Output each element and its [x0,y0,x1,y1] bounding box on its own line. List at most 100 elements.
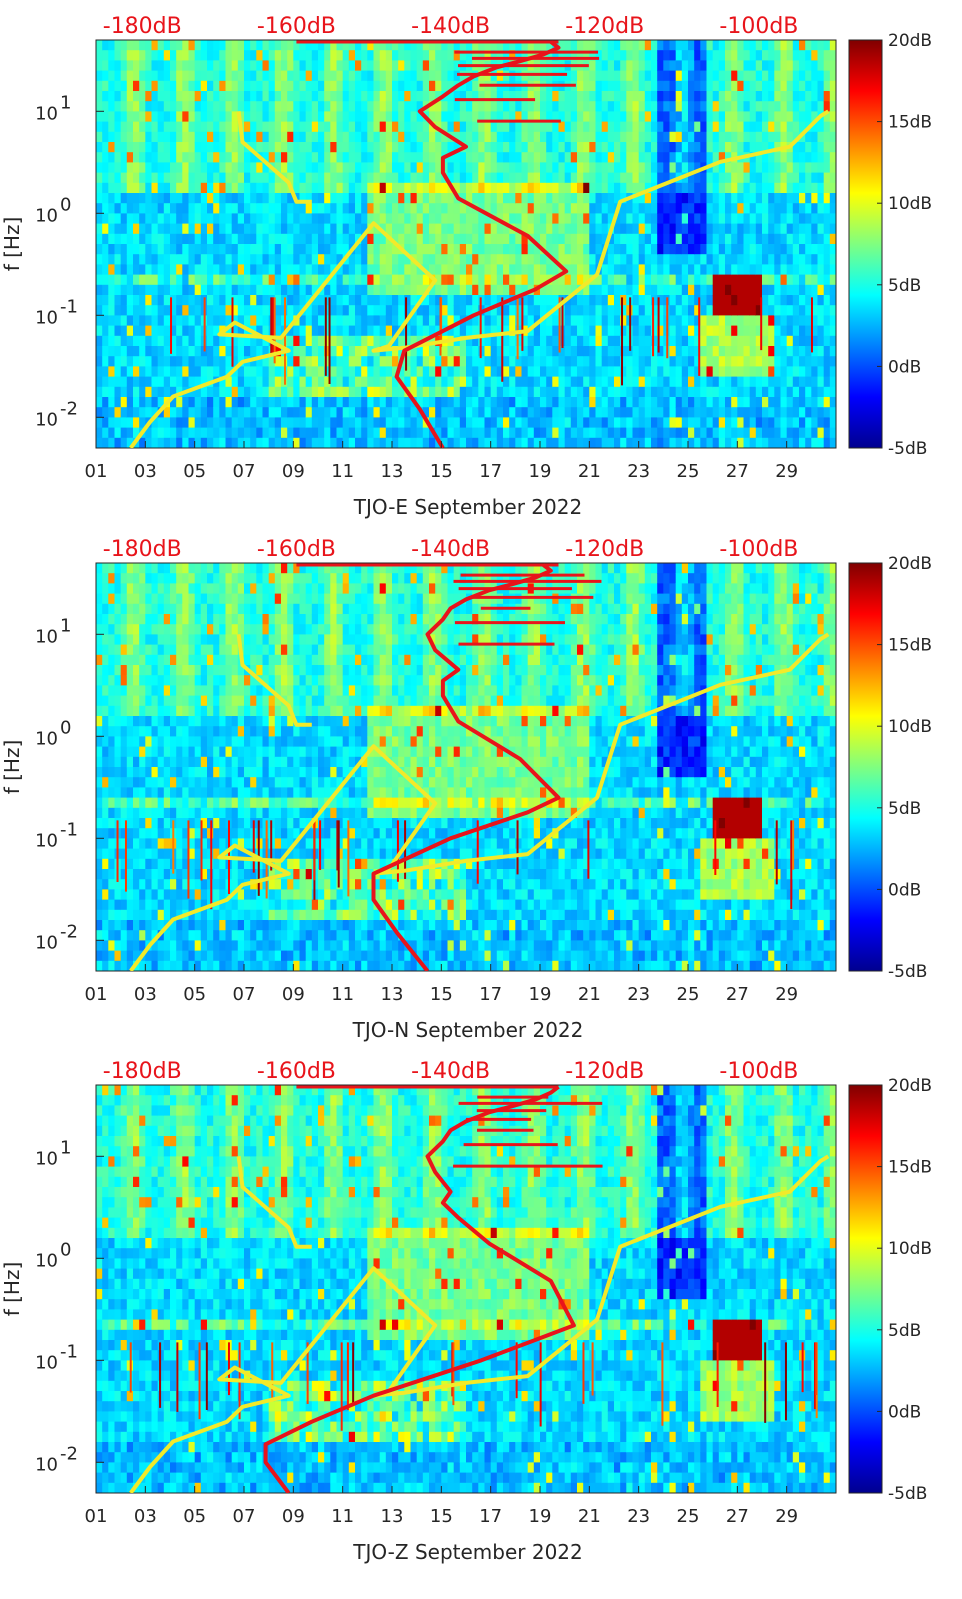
x-tick-label: 23 [627,984,650,1005]
y-tick-label: 10 [35,1352,58,1373]
y-tick-exponent: -1 [60,1341,78,1362]
top-db-label: -140dB [411,537,490,562]
x-tick-label: 27 [726,984,749,1005]
x-tick-label: 03 [134,461,157,482]
x-tick-label: 05 [183,1506,206,1527]
colorbar-label: 10dB [888,717,932,737]
x-tick-label: 01 [85,1506,108,1527]
x-tick-label: 17 [479,984,502,1005]
y-axis-title: f [Hz] [0,217,24,272]
noise-model-line-1 [129,1154,830,1493]
x-tick-label: 21 [578,461,601,482]
top-db-label: -100dB [719,14,798,39]
x-tick-label: 27 [726,1506,749,1527]
x-tick-label: 13 [381,984,404,1005]
top-db-label: -120dB [565,1059,644,1084]
y-tick-exponent: -1 [60,819,78,840]
y-tick-exponent: 0 [60,1239,71,1260]
top-db-label: -140dB [411,1059,490,1084]
x-tick-label: 29 [775,1506,798,1527]
colorbar [848,39,883,449]
x-tick-label: 27 [726,461,749,482]
x-tick-label: 07 [233,461,256,482]
colorbar-label: 15dB [888,636,932,656]
colorbar-label: 20dB [888,1076,932,1096]
y-tick-exponent: 1 [60,1137,71,1158]
colorbar-label: 0dB [888,880,921,900]
x-axis-title: TJO-Z September 2022 [352,1540,583,1564]
colorbar-label: 15dB [888,1158,932,1178]
y-tick-label: 10 [35,830,58,851]
x-tick-label: 03 [134,984,157,1005]
y-tick-label: 10 [35,1250,58,1271]
spectrogram [96,1085,836,1493]
colorbar-label: -5dB [888,439,927,459]
colorbar [848,1084,883,1494]
y-tick-label: 10 [35,728,58,749]
colorbar-label: 15dB [888,113,932,133]
x-tick-label: 15 [430,461,453,482]
x-tick-label: 13 [381,461,404,482]
top-db-label: -160dB [257,537,336,562]
noise-model-line-3 [236,634,312,727]
x-tick-label: 09 [282,984,305,1005]
y-tick-label: 10 [35,626,58,647]
x-tick-label: 15 [430,1506,453,1527]
x-tick-label: 11 [331,1506,354,1527]
colorbar-label: 5dB [888,1321,921,1341]
colorbar-label: 20dB [888,31,932,51]
colorbar-label: 5dB [888,799,921,819]
x-tick-label: 01 [85,984,108,1005]
top-db-label: -180dB [103,537,182,562]
x-tick-label: 29 [775,984,798,1005]
x-tick-label: 25 [677,461,700,482]
x-tick-label: 19 [529,984,552,1005]
x-tick-label: 21 [578,984,601,1005]
top-db-label: -160dB [257,14,336,39]
x-tick-label: 01 [85,461,108,482]
x-tick-label: 11 [331,461,354,482]
x-tick-label: 25 [677,984,700,1005]
noise-model-line-1 [129,632,830,971]
y-tick-exponent: 1 [60,92,71,113]
colorbar-label: 20dB [888,554,932,574]
x-tick-label: 05 [183,984,206,1005]
x-tick-label: 25 [677,1506,700,1527]
y-axis-title: f [Hz] [0,1262,24,1317]
y-tick-label: 10 [35,103,58,124]
noise-model-line-1 [129,109,830,448]
colorbar-label: 10dB [888,1239,932,1259]
x-tick-label: 21 [578,1506,601,1527]
y-tick-exponent: 0 [60,717,71,738]
colorbar-label: 10dB [888,194,932,214]
colorbar [848,562,883,972]
spectrogram [96,563,836,971]
noise-model-line-3 [236,111,312,204]
x-axis-title: TJO-N September 2022 [352,1018,584,1042]
x-tick-label: 09 [282,461,305,482]
colorbar-label: 0dB [888,1402,921,1422]
colorbar-label: 5dB [888,276,921,296]
x-tick-label: 17 [479,1506,502,1527]
top-db-label: -140dB [411,14,490,39]
top-db-label: -160dB [257,1059,336,1084]
x-tick-label: 17 [479,461,502,482]
x-tick-label: 23 [627,1506,650,1527]
top-db-label: -180dB [103,14,182,39]
top-db-label: -120dB [565,537,644,562]
colorbar-label: 0dB [888,357,921,377]
colorbar-label: -5dB [888,962,927,982]
plot-frame [95,562,837,972]
noise-model-line-3 [236,1156,312,1249]
y-tick-label: 10 [35,205,58,226]
colorbar-label: -5dB [888,1484,927,1504]
y-tick-label: 10 [35,1148,58,1169]
x-axis-title: TJO-E September 2022 [353,495,582,519]
y-tick-exponent: -1 [60,296,78,317]
x-tick-label: 19 [529,461,552,482]
top-db-label: -120dB [565,14,644,39]
plot-frame [95,39,837,449]
